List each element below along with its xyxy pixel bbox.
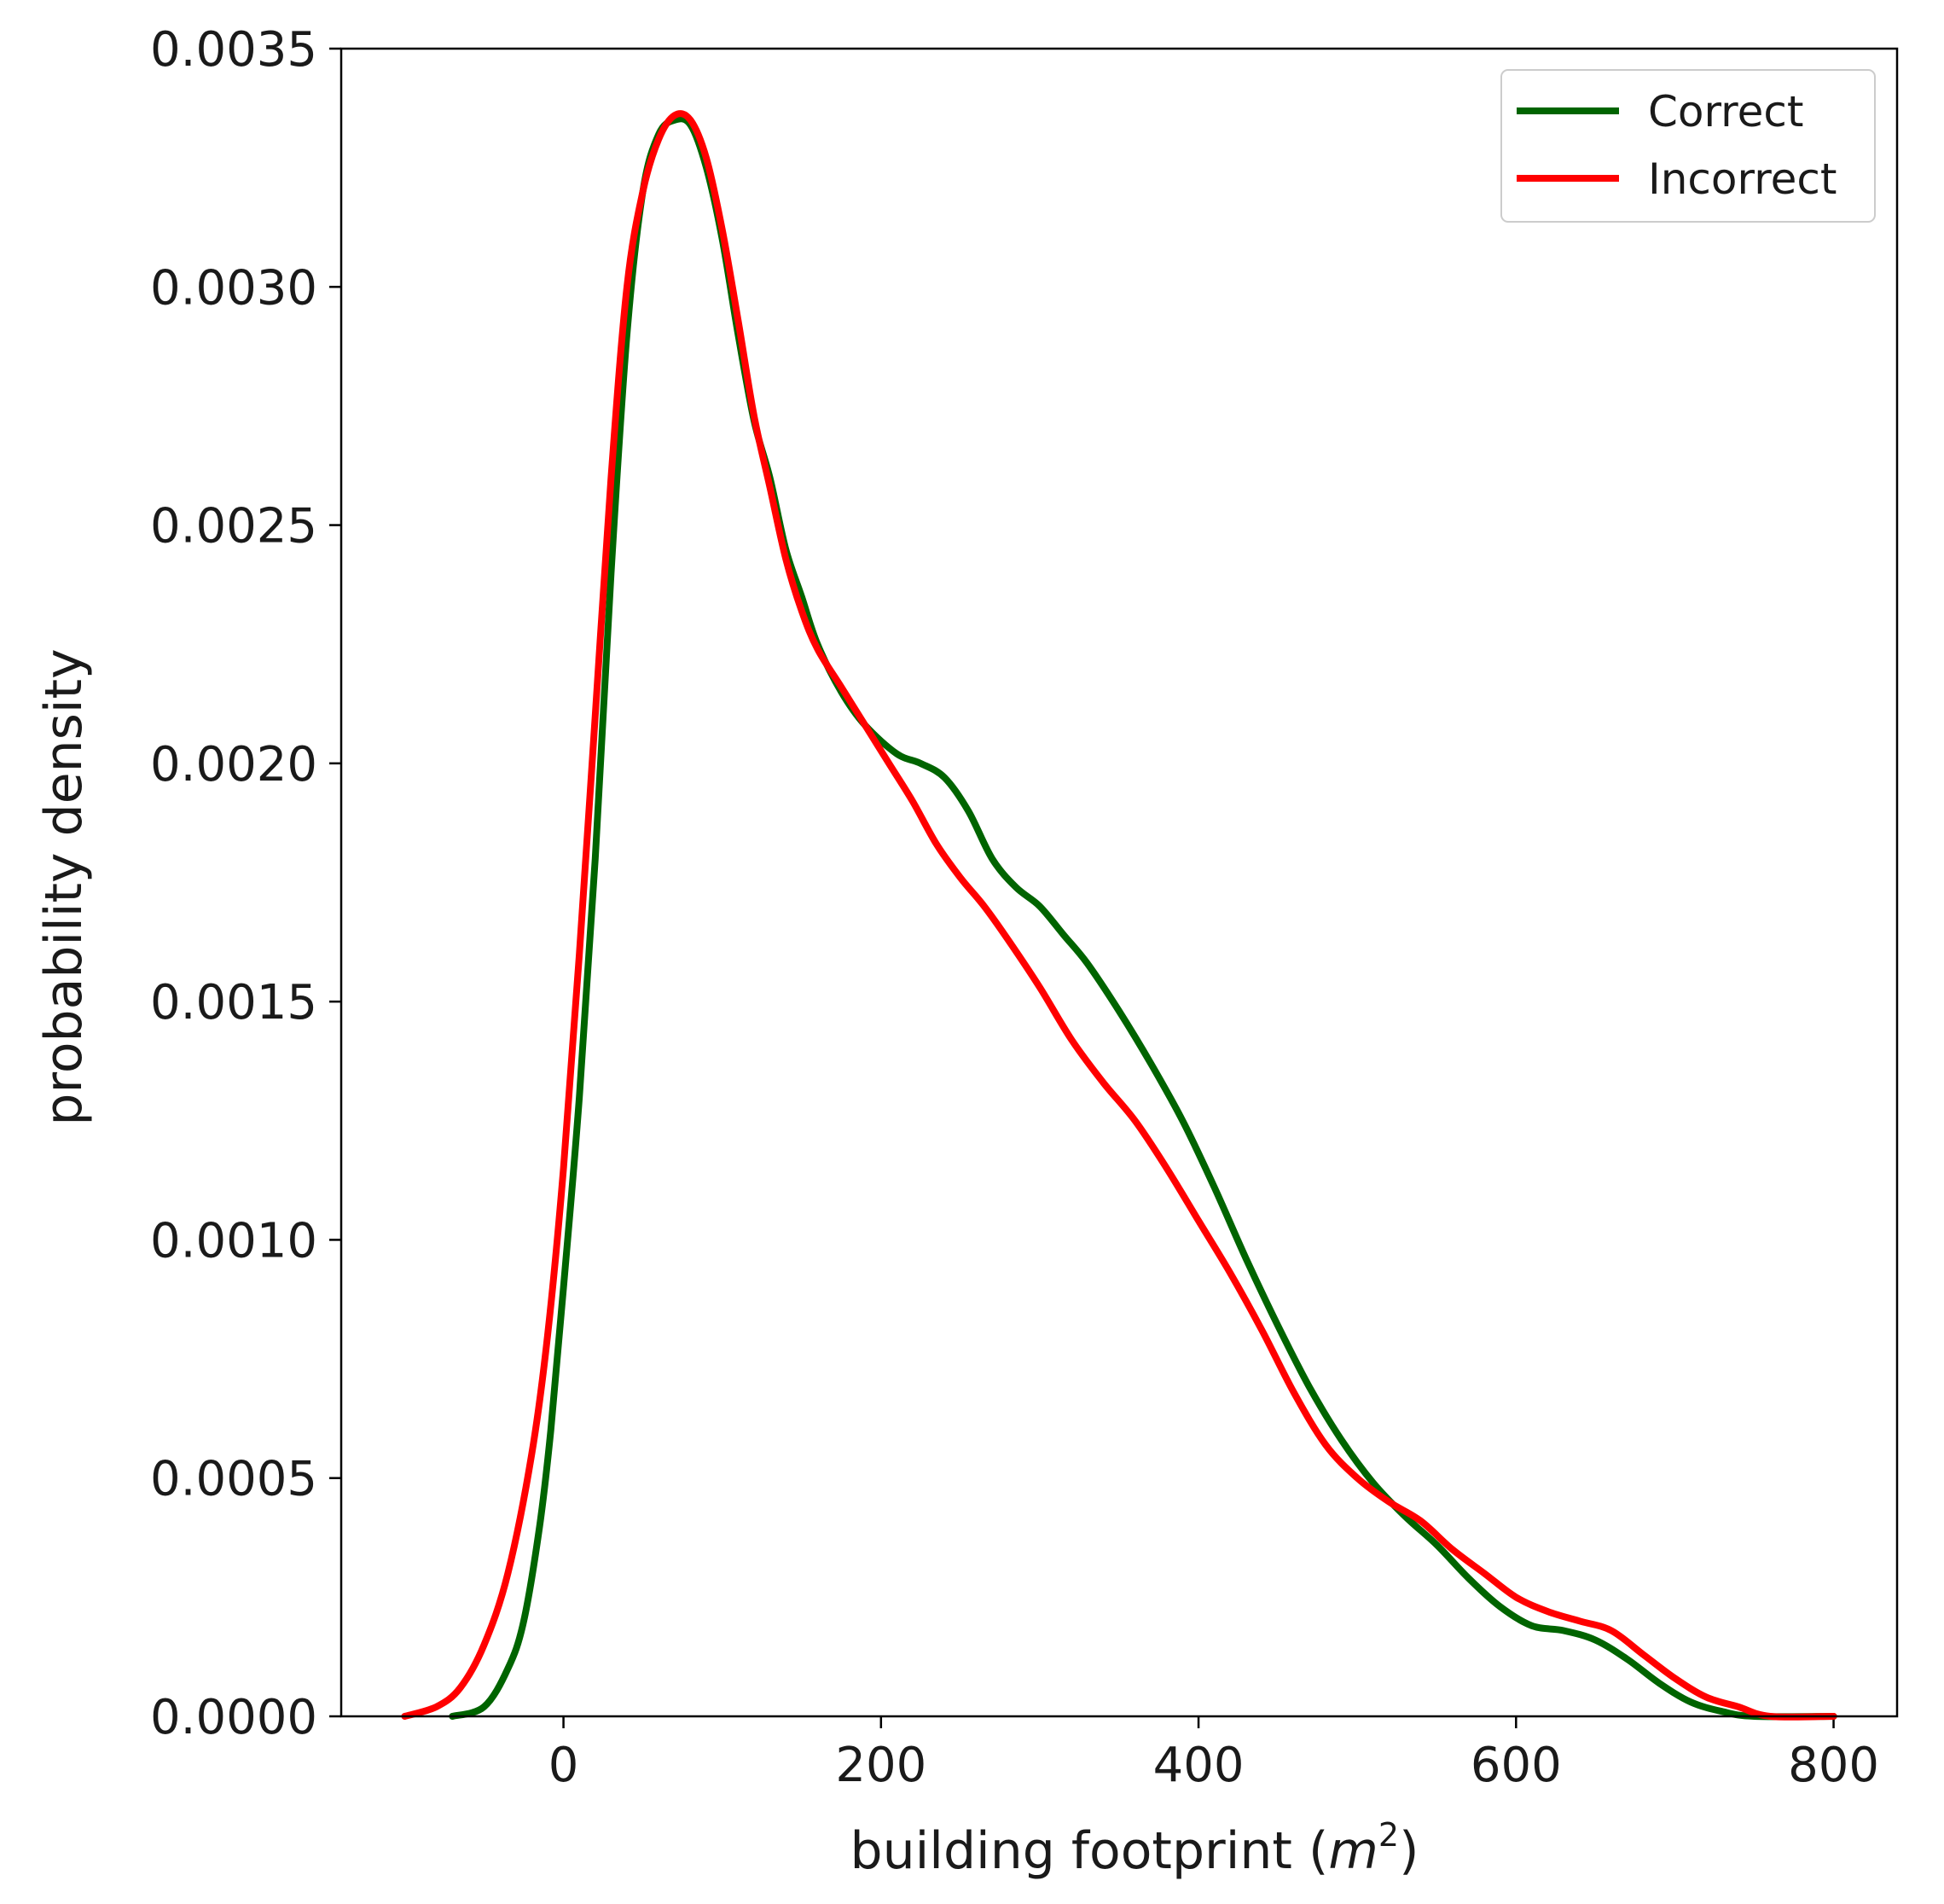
y-tick-label: 0.0030 xyxy=(150,260,317,316)
x-axis-label: building footprint (m2) xyxy=(850,1816,1419,1881)
legend: Correct Incorrect xyxy=(1500,69,1876,223)
series-line-correct xyxy=(449,115,1837,1721)
plot-frame xyxy=(339,47,1899,1718)
x-tick-labels: 0 200 400 600 800 xyxy=(548,1738,1879,1793)
y-tick-label: 0.0015 xyxy=(150,975,317,1030)
y-tick-label: 0.0020 xyxy=(150,737,317,792)
y-tick-label: 0.0000 xyxy=(150,1690,317,1745)
y-tick-label: 0.0010 xyxy=(150,1213,317,1268)
legend-label-incorrect: Incorrect xyxy=(1648,154,1837,204)
series-lines xyxy=(401,110,1837,1721)
x-tick-label: 400 xyxy=(1153,1738,1245,1793)
legend-label-correct: Correct xyxy=(1648,87,1804,136)
x-tick-label: 600 xyxy=(1471,1738,1562,1793)
y-axis-label: probability density xyxy=(34,648,94,1125)
series-line-incorrect xyxy=(401,110,1837,1721)
y-tick-label: 0.0025 xyxy=(150,499,317,554)
axis-ticks xyxy=(329,47,1835,1728)
x-tick-label: 0 xyxy=(548,1738,579,1793)
x-tick-label: 800 xyxy=(1788,1738,1879,1793)
x-tick-label: 200 xyxy=(835,1738,926,1793)
y-tick-labels: 0.0000 0.0005 0.0010 0.0015 0.0020 0.0025 0.00… xyxy=(150,22,317,1745)
y-tick-label: 0.0035 xyxy=(150,22,317,78)
y-tick-label: 0.0005 xyxy=(150,1452,317,1507)
